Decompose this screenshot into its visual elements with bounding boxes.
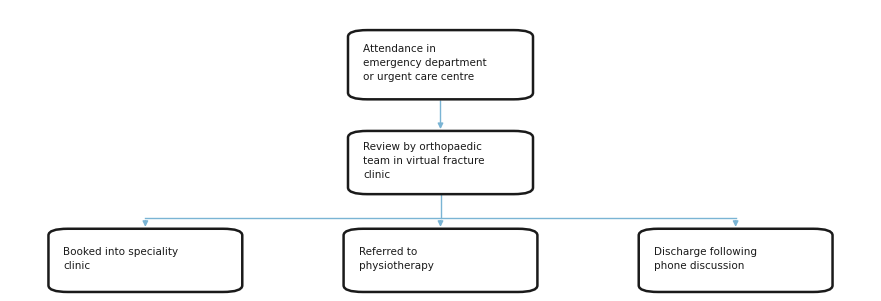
FancyBboxPatch shape (348, 131, 533, 194)
FancyBboxPatch shape (344, 229, 537, 292)
Text: Booked into speciality
clinic: Booked into speciality clinic (63, 247, 179, 271)
Text: Review by orthopaedic
team in virtual fracture
clinic: Review by orthopaedic team in virtual fr… (363, 142, 485, 180)
FancyBboxPatch shape (639, 229, 833, 292)
FancyBboxPatch shape (348, 30, 533, 99)
Text: Discharge following
phone discussion: Discharge following phone discussion (654, 247, 757, 271)
Text: Attendance in
emergency department
or urgent care centre: Attendance in emergency department or ur… (363, 44, 486, 82)
FancyBboxPatch shape (48, 229, 242, 292)
Text: Referred to
physiotherapy: Referred to physiotherapy (359, 247, 433, 271)
